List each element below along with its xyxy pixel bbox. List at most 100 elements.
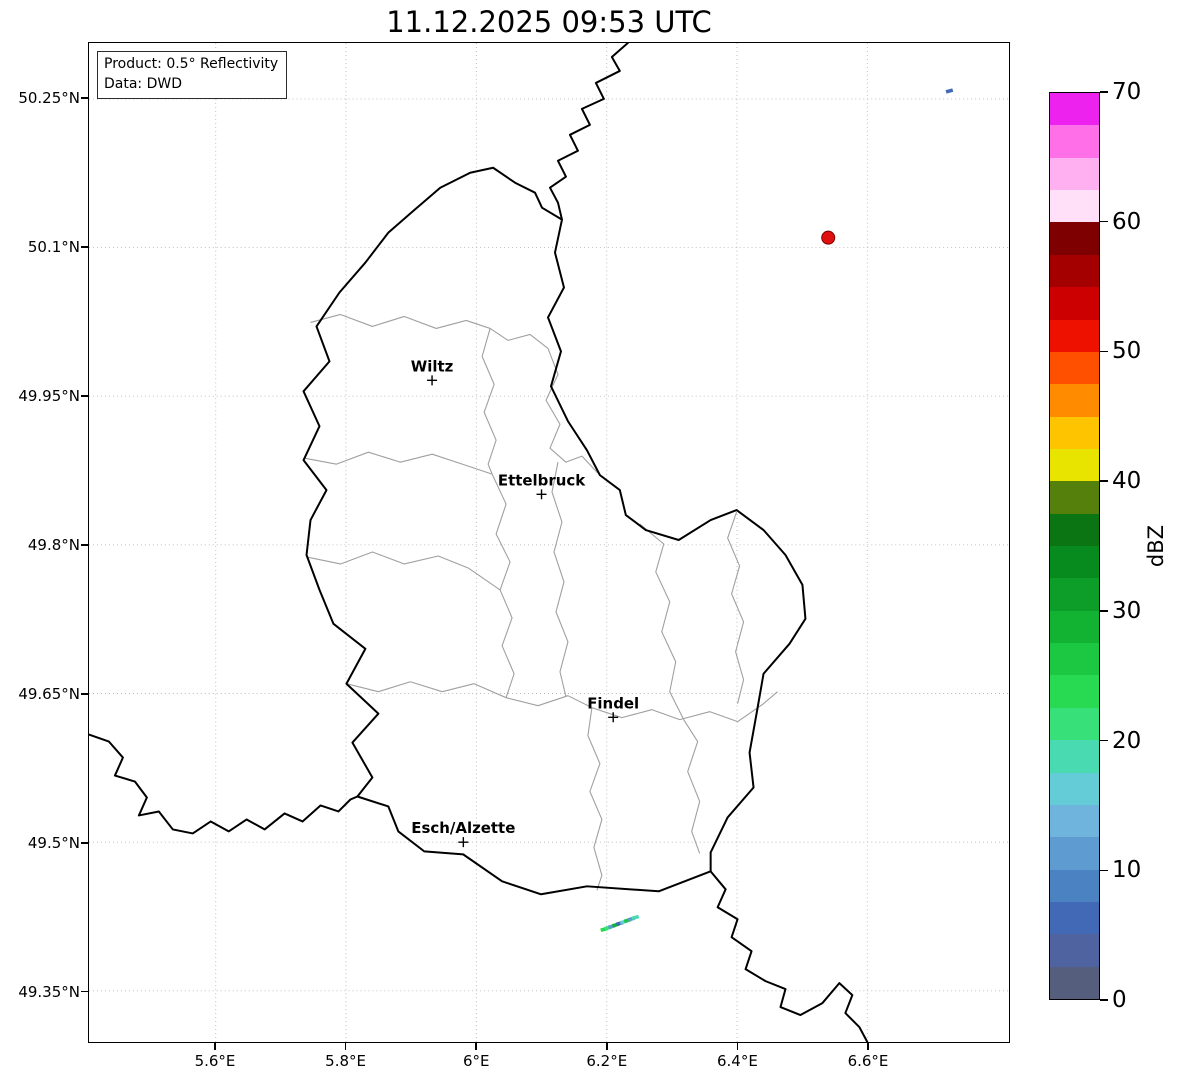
- radar-echo-cell: [945, 88, 954, 94]
- lon-tick-label: 6°E: [462, 1052, 490, 1070]
- city-label: Esch/Alzette: [411, 819, 515, 837]
- colorbar-tick-mark: [1100, 480, 1108, 482]
- colorbar-segments: [1050, 93, 1099, 1000]
- lat-tick-mark: [81, 842, 88, 844]
- colorbar-segment: [1050, 837, 1099, 870]
- france-germany-border: [709, 870, 869, 1042]
- radar-site-marker: [821, 230, 836, 245]
- colorbar-label: dBZ: [1144, 524, 1168, 568]
- lon-tick-label: 6.6°E: [847, 1052, 889, 1070]
- lat-tick-mark: [81, 693, 88, 695]
- colorbar-tick-mark: [1100, 869, 1108, 872]
- map-canvas: Wiltz Ettelbruck Findel Esch/Alzette: [89, 43, 1009, 1042]
- city-marker-icon: [608, 712, 619, 723]
- gridlines: [89, 43, 1009, 1042]
- colorbar-tick-label: 20: [1112, 727, 1142, 754]
- lon-tick-label: 6.4°E: [716, 1052, 758, 1070]
- lat-tick-mark: [81, 990, 88, 993]
- france-belgium-border: [89, 733, 359, 835]
- colorbar-tick-mark: [1100, 999, 1108, 1001]
- colorbar-segment: [1050, 319, 1099, 352]
- lon-tick-mark: [736, 1043, 739, 1050]
- colorbar-segment: [1050, 772, 1099, 805]
- lon-tick-mark: [475, 1043, 477, 1050]
- city-label: Ettelbruck: [498, 471, 586, 489]
- lon-tick-mark: [344, 1043, 347, 1050]
- colorbar-tick-label: 0: [1112, 987, 1127, 1013]
- city-marker-icon: [458, 837, 469, 848]
- luxembourg-border: [302, 166, 807, 896]
- belgium-germany-border: [549, 43, 629, 221]
- lat-tick-label: 49.5°N: [27, 833, 80, 852]
- colorbar-segment: [1050, 157, 1099, 191]
- lat-tick-mark: [81, 97, 88, 99]
- lat-tick-label: 49.8°N: [27, 535, 80, 554]
- colorbar-segment: [1050, 222, 1099, 255]
- colorbar-tick-mark: [1100, 739, 1108, 742]
- lat-tick-label: 49.65°N: [18, 684, 80, 703]
- colorbar-segment: [1050, 804, 1099, 838]
- district-borders: [304, 313, 778, 891]
- colorbar-tick-label: 30: [1112, 597, 1142, 624]
- colorbar-tick-mark: [1100, 610, 1108, 612]
- colorbar-segment: [1050, 448, 1099, 482]
- country-borders: [89, 43, 869, 1042]
- colorbar-segment: [1050, 934, 1099, 967]
- radar-echoes: [600, 88, 954, 933]
- radar-site: [821, 230, 836, 245]
- colorbar-tick-label: 10: [1112, 857, 1142, 884]
- colorbar: [1049, 92, 1100, 1000]
- colorbar-segment: [1050, 93, 1099, 126]
- colorbar-tick-label: 50: [1112, 338, 1142, 365]
- lon-tick-label: 5.8°E: [325, 1052, 367, 1070]
- colorbar-segment: [1050, 707, 1099, 741]
- plot-title: 11.12.2025 09:53 UTC: [386, 5, 712, 39]
- city-marker-icon: [427, 375, 438, 386]
- colorbar-segment: [1050, 966, 1099, 1000]
- colorbar-segment: [1050, 546, 1099, 579]
- lat-tick-label: 49.35°N: [18, 982, 80, 1001]
- info-product: Product: 0.5° Reflectivity: [104, 56, 279, 72]
- lon-tick-label: 6.2°E: [586, 1052, 628, 1070]
- city-label: Wiltz: [411, 357, 454, 375]
- colorbar-segment: [1050, 384, 1099, 417]
- colorbar-tick-label: 70: [1112, 79, 1142, 105]
- city-ettelbruck: Ettelbruck: [498, 471, 586, 500]
- radar-echo-cell: [631, 914, 640, 921]
- colorbar-tick-mark: [1100, 220, 1108, 223]
- colorbar-segment: [1050, 578, 1099, 611]
- colorbar-segment: [1050, 416, 1099, 449]
- city-marker-icon: [536, 489, 547, 500]
- colorbar-tick-mark: [1100, 91, 1108, 93]
- colorbar-segment: [1050, 287, 1099, 320]
- lon-tick-mark: [867, 1043, 869, 1050]
- city-esch-alzette: Esch/Alzette: [411, 819, 515, 848]
- colorbar-segment: [1050, 513, 1099, 547]
- colorbar-segment: [1050, 901, 1099, 935]
- lon-tick-mark: [214, 1043, 216, 1050]
- lat-tick-label: 49.95°N: [18, 386, 80, 405]
- colorbar-segment: [1050, 481, 1099, 514]
- colorbar-tick-label: 60: [1112, 208, 1142, 235]
- colorbar-segment: [1050, 610, 1099, 644]
- map-panel: Wiltz Ettelbruck Findel Esch/Alzette Produc…: [88, 42, 1010, 1043]
- colorbar-segment: [1050, 351, 1099, 385]
- info-source: Data: DWD: [104, 75, 182, 92]
- city-findel: Findel: [587, 694, 639, 723]
- lat-tick-label: 50.1°N: [27, 237, 80, 256]
- city-wiltz: Wiltz: [411, 357, 454, 386]
- colorbar-segment: [1050, 675, 1099, 708]
- colorbar-segment: [1050, 740, 1099, 773]
- lat-tick-label: 50.25°N: [18, 89, 80, 107]
- city-label: Findel: [587, 694, 639, 712]
- colorbar-tick-mark: [1100, 350, 1108, 353]
- colorbar-segment: [1050, 869, 1099, 902]
- colorbar-segment: [1050, 125, 1099, 158]
- city-labels: Wiltz Ettelbruck Findel Esch/Alzette: [411, 357, 639, 848]
- colorbar-segment: [1050, 254, 1099, 288]
- lat-tick-mark: [81, 544, 88, 546]
- lon-tick-label: 5.6°E: [194, 1052, 236, 1070]
- colorbar-segment: [1050, 643, 1099, 676]
- lat-tick-mark: [81, 395, 88, 397]
